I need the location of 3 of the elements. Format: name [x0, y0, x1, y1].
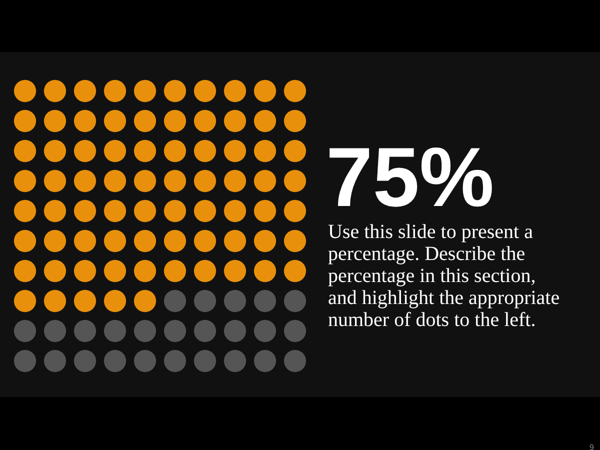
text: Use this slide to present a percentage. Describe the percentage in this section, and highlight the appropriate number of dots to the left. — [328, 221, 560, 331]
text: 9 — [590, 443, 595, 450]
data-label: 75% — [326, 130, 494, 224]
